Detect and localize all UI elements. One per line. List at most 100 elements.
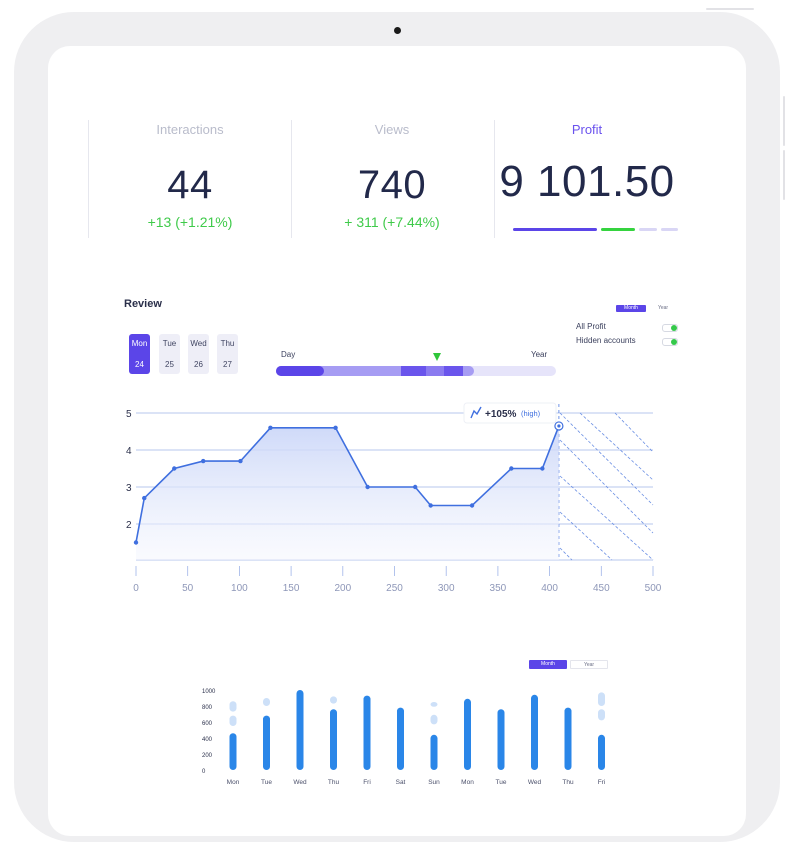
- annotation-box: [463, 402, 557, 424]
- range-end-label: Year: [531, 350, 548, 359]
- bar-y-tick-label: 200: [202, 753, 213, 759]
- legend-all-profit: All Profit: [576, 322, 606, 331]
- profit-bar-segment: [513, 228, 598, 231]
- range-start-label: Day: [281, 350, 296, 359]
- day-date: 24: [135, 360, 144, 369]
- bar-y-tick-label: 600: [202, 721, 213, 727]
- stat-label: Profit: [571, 122, 603, 137]
- data-point: [142, 495, 147, 501]
- bar-y-tick-label: 0: [202, 769, 206, 775]
- bar: [397, 707, 404, 770]
- x-tick-label: 0: [133, 583, 139, 594]
- weekly-bar-chart: 0 200 400 600 800 1000 Mon Tue Wed Thu Fri Sat Sun Mo…: [202, 689, 606, 786]
- x-tick-label: 400: [541, 583, 558, 594]
- stat-views: Views 740 + 311 (+7.44%): [292, 120, 492, 238]
- data-point: [238, 458, 243, 464]
- series-line: [135, 425, 560, 543]
- x-tick-label: 300: [438, 583, 455, 594]
- x-tick-label: 50: [182, 583, 194, 594]
- y-tick-label: 3: [126, 483, 132, 494]
- stat-value: 740: [357, 163, 427, 207]
- x-tick-label: 450: [593, 583, 610, 594]
- bar: [531, 694, 538, 770]
- bar: [363, 695, 371, 770]
- day-date: 27: [223, 360, 232, 369]
- y-tick-label: 5: [126, 409, 132, 420]
- stat-interactions: Interactions 44 +13 (+1.21%): [90, 120, 290, 238]
- bar-category-label: Fri: [363, 779, 371, 786]
- bar-y-tick-label: 400: [202, 737, 213, 743]
- annotation-value: +105%: [485, 409, 517, 420]
- x-tick-label: 250: [386, 583, 403, 594]
- data-point: [509, 466, 514, 471]
- day-name: Tue: [162, 339, 177, 348]
- day-button-mon[interactable]: Mon 24: [129, 334, 150, 374]
- y-tick-label: 4: [126, 446, 132, 457]
- toggle-knob: [671, 339, 677, 345]
- bar-category-label: Wed: [293, 779, 307, 786]
- day-button-wed[interactable]: Wed 26: [188, 334, 209, 374]
- toggle-knob: [671, 325, 677, 331]
- stat-divider: [494, 120, 495, 238]
- x-tick-label: 500: [645, 583, 662, 594]
- bar-ghost-segment: [330, 696, 337, 704]
- data-point: [428, 503, 433, 508]
- bar-tab-year[interactable]: Year: [570, 660, 608, 669]
- bar-ghost-segment: [229, 715, 237, 726]
- bar: [464, 698, 471, 770]
- trend-up-icon: [470, 406, 482, 419]
- bar-ghost-segment: [430, 702, 438, 707]
- bar-category-label: Mon: [227, 779, 240, 786]
- stat-label: Interactions: [156, 122, 224, 137]
- y-tick-label: 2: [126, 520, 132, 531]
- tablet-screen: [48, 46, 746, 836]
- stat-divider: [88, 120, 89, 238]
- bar-y-tick-label: 800: [202, 705, 213, 711]
- camera: [394, 27, 401, 34]
- profit-bar-segment: [661, 228, 678, 231]
- data-point: [172, 466, 177, 471]
- forecast-hatch: [614, 412, 654, 453]
- bar: [598, 734, 605, 770]
- day-button-thu[interactable]: Thu 27: [217, 334, 238, 374]
- day-date: 25: [165, 360, 174, 369]
- bar-tab-month[interactable]: Month: [529, 660, 567, 669]
- bar-category-label: Fri: [598, 779, 606, 786]
- bar: [263, 715, 270, 770]
- tab-year[interactable]: Year: [657, 305, 669, 311]
- stat-label: Views: [374, 122, 410, 137]
- day-name: Thu: [220, 339, 235, 348]
- data-point: [412, 484, 418, 490]
- day-button-tue[interactable]: Tue 25: [159, 334, 180, 374]
- forecast-hatch: [559, 439, 654, 534]
- bar: [330, 709, 337, 770]
- data-point: [201, 458, 206, 464]
- profit-bar-segment: [638, 228, 658, 231]
- side-button-1: [783, 96, 785, 146]
- hidden-accounts-toggle[interactable]: [662, 338, 678, 346]
- legend-hidden-accounts: Hidden accounts: [576, 336, 636, 345]
- stat-change: + 311 (+7.44%): [344, 214, 440, 230]
- bar-category-label: Tue: [261, 779, 272, 786]
- review-title: Review: [124, 298, 162, 310]
- forecast-hatch: [559, 475, 654, 561]
- bar-category-label: Thu: [328, 779, 340, 786]
- forecast-hatch: [579, 412, 654, 481]
- data-point: [365, 484, 370, 490]
- data-point: [469, 503, 475, 508]
- bar-category-label: Thu: [562, 779, 574, 786]
- bar-category-label: Mon: [461, 779, 474, 786]
- bar-category-label: Sat: [396, 779, 406, 786]
- data-point: [540, 466, 545, 471]
- bar: [564, 707, 572, 770]
- x-tick-label: 150: [283, 583, 300, 594]
- bar-ghost-segment: [430, 714, 438, 725]
- bar-ghost-segment: [229, 701, 237, 712]
- x-tick-label: 350: [490, 583, 507, 594]
- tab-month[interactable]: Month: [616, 305, 646, 312]
- day-name: Wed: [190, 339, 207, 348]
- data-point: [333, 425, 338, 430]
- all-profit-toggle[interactable]: [662, 324, 678, 332]
- stat-profit: Profit 9 101.50: [494, 120, 680, 238]
